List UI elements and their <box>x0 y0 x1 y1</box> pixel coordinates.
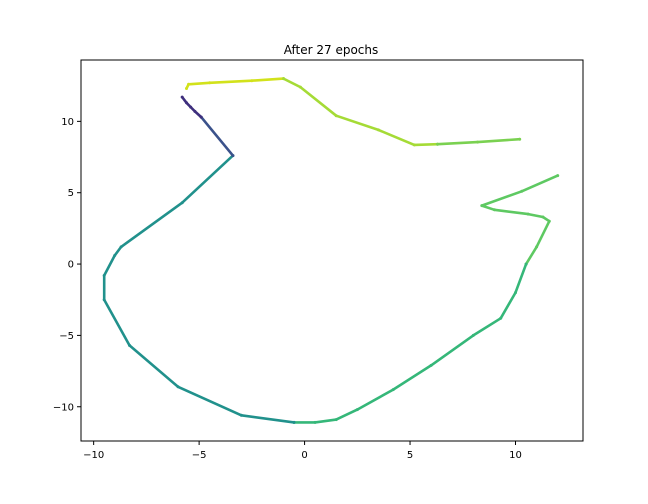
x-tick-label: 0 <box>301 450 307 461</box>
series-4-point-0 <box>524 262 528 266</box>
x-tick-label: −10 <box>83 450 104 461</box>
series-0-point-0 <box>185 87 188 90</box>
series-2-point-1 <box>476 140 479 144</box>
series-5-point-8 <box>180 201 184 205</box>
chart-title: After 27 epochs <box>284 43 379 57</box>
y-tick-label: 10 <box>61 117 74 128</box>
series-6-point-0 <box>231 154 235 158</box>
series-4-trace <box>292 262 528 424</box>
series-5-point-3 <box>128 343 131 347</box>
y-tick-label: −5 <box>59 331 74 342</box>
series-3-point-1 <box>520 189 524 193</box>
series-5-point-5 <box>102 274 106 277</box>
series-3-point-3 <box>492 208 496 212</box>
x-tick-label: 10 <box>509 450 522 461</box>
series-1-point-1 <box>298 85 302 89</box>
series-4-point-2 <box>499 316 503 320</box>
series-3-point-4 <box>526 212 530 216</box>
series-7-point-0 <box>199 115 203 119</box>
y-tick-label: −10 <box>53 402 74 413</box>
x-axis: −10 −5 0 5 10 <box>83 441 522 461</box>
y-axis: −10 −5 0 5 10 <box>53 117 81 413</box>
series-5-point-1 <box>239 413 243 417</box>
series-5-point-6 <box>113 254 117 257</box>
series-1-point-3 <box>376 128 380 132</box>
series-0-point-2 <box>208 81 212 85</box>
x-tick-label: −5 <box>192 450 207 461</box>
series-3-point-2 <box>480 204 484 208</box>
series-4-point-1 <box>514 291 517 295</box>
series-6-trace <box>199 115 235 157</box>
series-5-point-0 <box>292 420 296 424</box>
series-7-point-4 <box>180 95 184 99</box>
series-4-point-6 <box>355 408 359 412</box>
series-4-point-8 <box>313 420 317 424</box>
series-4-point-5 <box>391 388 395 392</box>
series-5-trace <box>102 154 296 424</box>
series-4-point-7 <box>334 418 338 422</box>
series-1-point-2 <box>334 114 338 118</box>
y-tick-label: 5 <box>68 188 74 199</box>
x-tick-label: 5 <box>407 450 413 461</box>
series-5-point-7 <box>119 245 123 249</box>
y-tick-label: 0 <box>68 260 74 271</box>
series-3-point-0 <box>556 174 560 178</box>
series-2-point-0 <box>436 142 439 146</box>
series-7-point-1 <box>193 109 197 113</box>
plot-frame <box>80 59 584 442</box>
series-5-point-2 <box>176 385 180 389</box>
series-3-point-6 <box>547 219 551 223</box>
series-0-point-3 <box>250 79 254 83</box>
series-3-point-5 <box>541 215 545 219</box>
series-2-point-2 <box>518 137 522 141</box>
series-1-point-4 <box>412 143 416 147</box>
data-marks <box>102 77 560 424</box>
series-1-trace <box>282 77 439 147</box>
series-0-point-1 <box>187 82 191 86</box>
series-4-point-3 <box>471 333 475 337</box>
series-4-point-4 <box>429 363 433 367</box>
series-5-point-4 <box>102 298 106 302</box>
series-7-point-3 <box>185 101 188 105</box>
series-3-point-7 <box>535 245 539 249</box>
series-7-point-2 <box>189 105 193 109</box>
series-1-point-0 <box>282 77 285 81</box>
